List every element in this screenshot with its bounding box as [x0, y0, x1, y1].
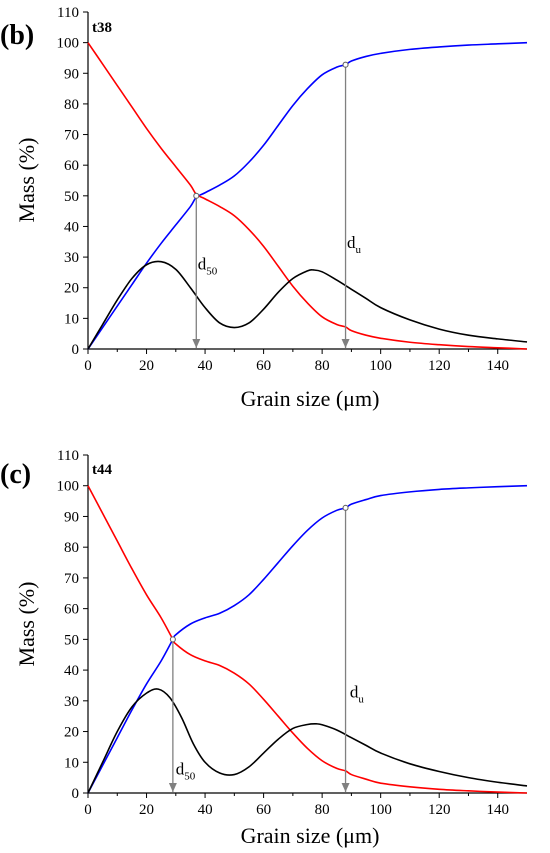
y-tick-label: 70 — [64, 128, 79, 144]
series-line-1 — [87, 485, 528, 794]
intersection-marker-1 — [342, 61, 349, 68]
intersection-marker-0 — [193, 192, 200, 199]
x-tick-label: 120 — [428, 802, 451, 818]
y-tick-label: 80 — [64, 97, 79, 113]
x-tick-label: 40 — [198, 358, 213, 374]
arrow-label-1: du — [347, 233, 362, 256]
x-tick-label: 100 — [369, 802, 392, 818]
x-tick-label: 20 — [139, 358, 154, 374]
x-tick-label: 100 — [369, 358, 392, 374]
y-tick-label: 60 — [64, 158, 79, 174]
x-tick-label: 60 — [256, 802, 271, 818]
y-tick-label: 30 — [64, 694, 79, 710]
series-line-0 — [87, 484, 528, 794]
axis-frame — [87, 455, 527, 794]
y-tick-label: 60 — [64, 602, 79, 618]
y-tick-label: 10 — [64, 755, 79, 771]
y-tick-label: 50 — [64, 189, 79, 205]
y-tick-label: 70 — [64, 571, 79, 587]
x-axis-title: Grain size (μm) — [241, 386, 380, 411]
panel-label: (b) — [0, 20, 34, 51]
intersection-marker-0 — [169, 636, 176, 643]
series-line-2 — [87, 688, 528, 794]
series-line-0 — [87, 41, 528, 350]
x-tick-label: 0 — [84, 358, 92, 374]
y-tick-label: 100 — [57, 479, 80, 495]
arrow-label-0: d50 — [198, 254, 218, 277]
arrow-label-1: du — [350, 683, 365, 706]
chart-panel-b: (b) t38 Grain size (μm) Mass (%) 0 20 40 60… — [0, 5, 528, 411]
y-tick-label: 40 — [64, 219, 79, 235]
y-tick-label: 80 — [64, 540, 79, 556]
x-tick-label: 0 — [84, 802, 92, 818]
y-tick-label: 30 — [64, 250, 79, 266]
x-tick-label: 20 — [139, 802, 154, 818]
x-axis-title: Grain size (μm) — [241, 823, 380, 848]
y-tick-label: 10 — [64, 311, 79, 327]
arrow-label-0: d50 — [176, 760, 196, 783]
y-tick-label: 0 — [72, 342, 80, 358]
y-tick-label: 20 — [64, 281, 79, 297]
y-tick-label: 90 — [64, 66, 79, 82]
y-tick-label: 110 — [57, 448, 79, 464]
y-tick-label: 100 — [57, 36, 80, 52]
series-line-2 — [87, 260, 528, 350]
y-tick-label: 90 — [64, 509, 79, 525]
x-tick-label: 120 — [428, 358, 451, 374]
x-tick-label: 80 — [315, 358, 330, 374]
chart-panel-c: (c) t44 Grain size (μm) Mass (%) 0 20 40 60… — [0, 448, 528, 848]
x-tick-label: 40 — [198, 802, 213, 818]
series-line-1 — [87, 42, 528, 350]
sample-label: t38 — [92, 20, 112, 36]
sample-label: t44 — [92, 462, 112, 478]
y-tick-label: 0 — [72, 786, 80, 802]
x-tick-label: 140 — [486, 802, 509, 818]
x-tick-label: 60 — [256, 358, 271, 374]
y-axis-title: Mass (%) — [14, 582, 39, 667]
y-tick-label: 40 — [64, 663, 79, 679]
x-tick-label: 80 — [315, 802, 330, 818]
intersection-marker-1 — [342, 504, 349, 511]
y-tick-label: 20 — [64, 725, 79, 741]
y-tick-label: 110 — [57, 5, 79, 21]
axis-frame — [87, 12, 527, 350]
y-axis-title: Mass (%) — [14, 138, 39, 223]
panel-label: (c) — [0, 459, 31, 490]
y-tick-label: 50 — [64, 632, 79, 648]
x-tick-label: 140 — [486, 358, 509, 374]
